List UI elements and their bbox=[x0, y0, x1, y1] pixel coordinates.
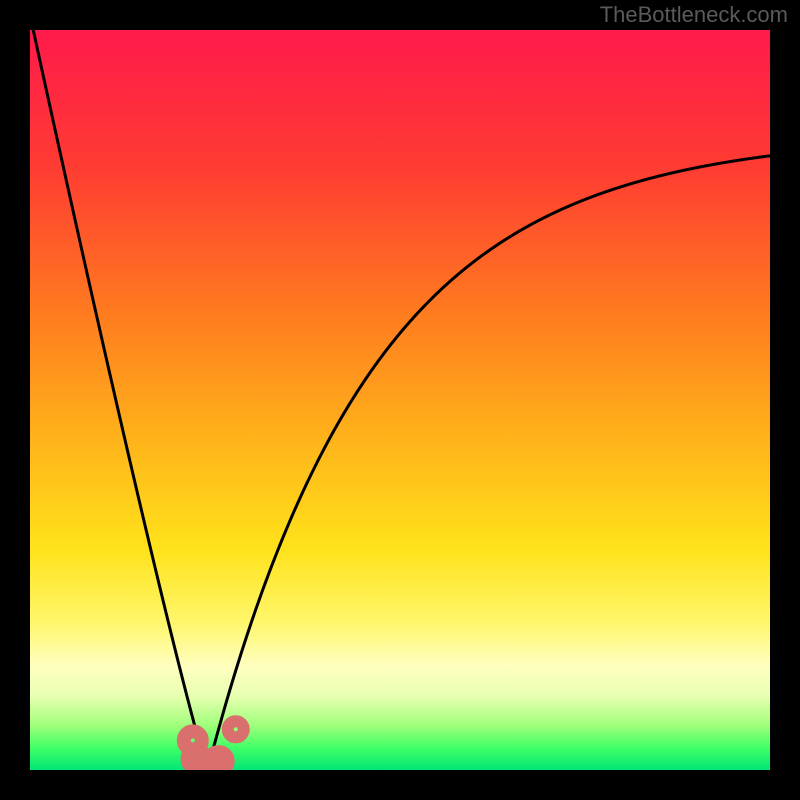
gradient-background bbox=[30, 30, 770, 770]
chart-stage: TheBottleneck.com bbox=[0, 0, 800, 800]
bottleneck-chart-svg bbox=[0, 0, 800, 800]
watermark-text: TheBottleneck.com bbox=[600, 2, 788, 28]
